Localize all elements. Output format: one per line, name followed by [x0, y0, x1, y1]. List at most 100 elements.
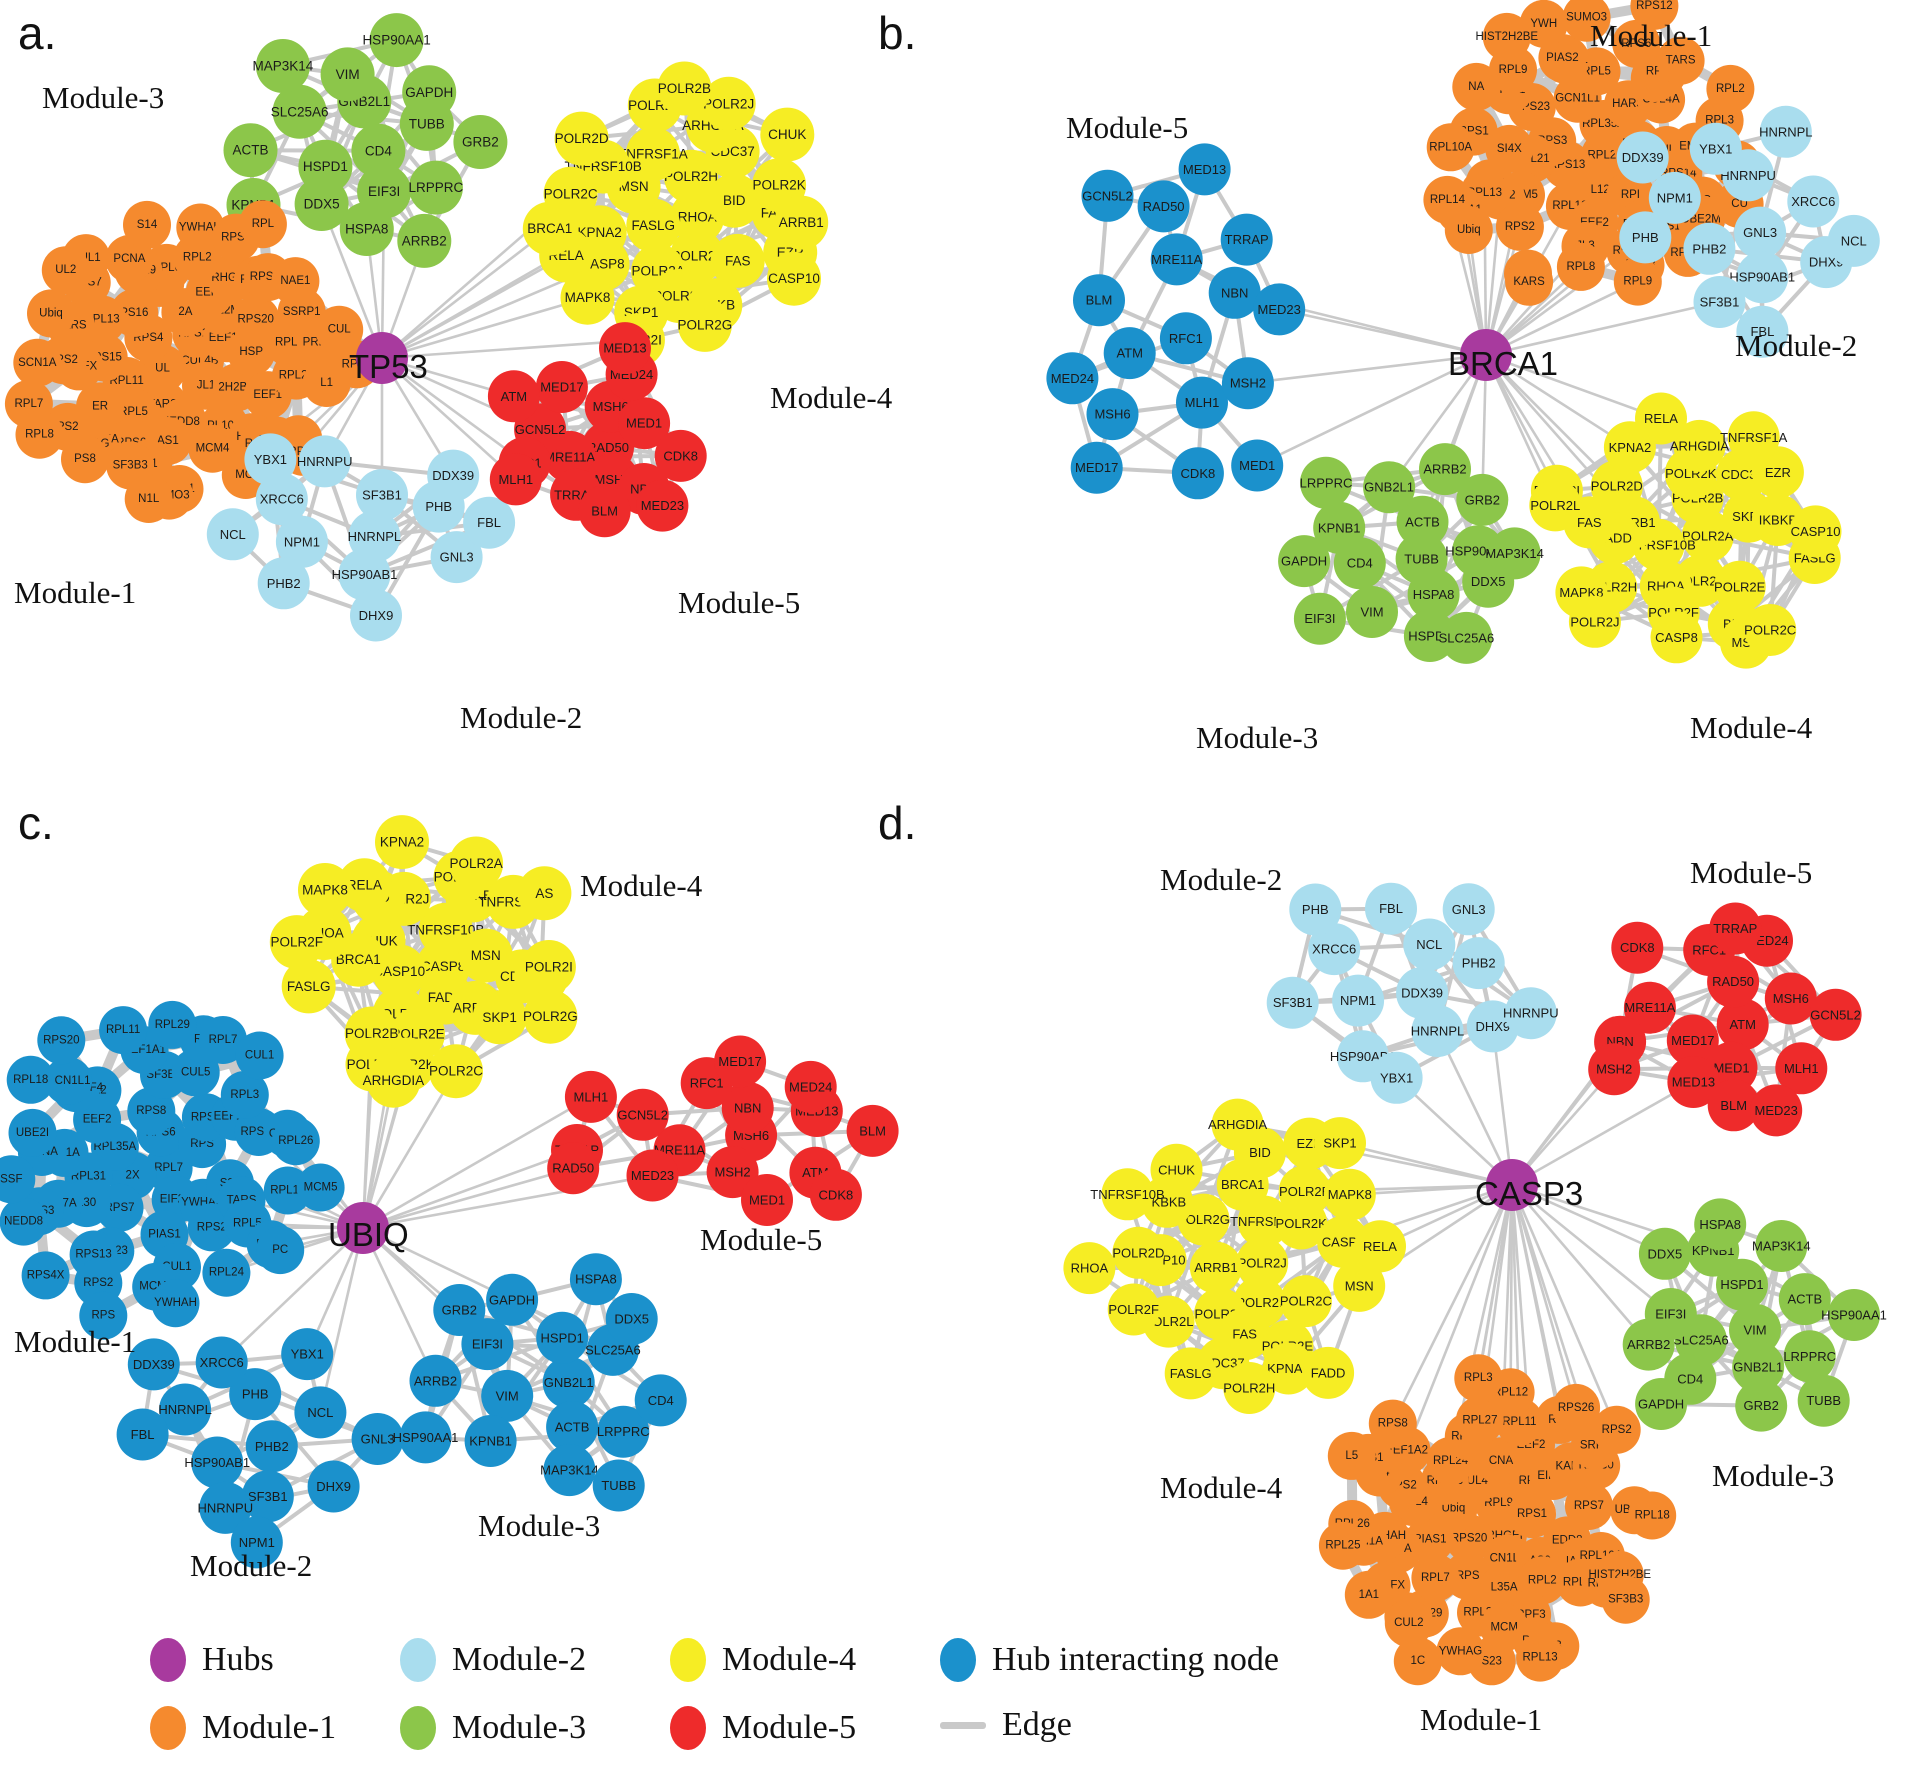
network-node[interactable]: KPNB1	[464, 1415, 517, 1467]
network-node[interactable]: ACTB	[223, 123, 278, 178]
network-node[interactable]: NA	[1452, 62, 1501, 111]
network-node[interactable]: GNL3	[1442, 883, 1495, 936]
hub-node[interactable]	[1486, 1159, 1538, 1211]
network-node[interactable]: CHUK	[1150, 1143, 1203, 1196]
network-node[interactable]: PHB2	[1683, 222, 1736, 275]
network-node[interactable]: RPS2	[1592, 1405, 1641, 1454]
network-node[interactable]: MSH2	[1588, 1043, 1641, 1096]
network-node[interactable]: CDK8	[1611, 921, 1664, 974]
network-node[interactable]: MSH6	[1764, 972, 1817, 1025]
network-node[interactable]: CHUK	[760, 107, 815, 162]
network-node[interactable]: MLH1	[564, 1070, 617, 1123]
network-node[interactable]: MED23	[626, 1149, 679, 1202]
network-node[interactable]: POLR2L	[1529, 479, 1582, 532]
network-node[interactable]: ARRB1	[774, 195, 829, 250]
network-node[interactable]: XRCC6	[1787, 175, 1840, 228]
hub-label-casp3[interactable]: CASP3	[1475, 1175, 1584, 1212]
network-node[interactable]: YWHAG	[1436, 1627, 1485, 1676]
network-node[interactable]: RPL18	[1628, 1491, 1677, 1540]
network-node[interactable]: DHX9	[350, 589, 402, 642]
network-node[interactable]: LRPPRC	[1783, 1330, 1836, 1383]
network-node[interactable]: CDK8	[654, 429, 707, 482]
network-node[interactable]: PHB2	[257, 557, 310, 610]
network-node[interactable]: POLR2D	[1112, 1226, 1164, 1279]
network-node[interactable]: GNB2L1	[1363, 461, 1416, 514]
network-node[interactable]: RPL	[238, 200, 287, 249]
network-node[interactable]: GCN5L2	[616, 1088, 669, 1141]
network-node[interactable]: PC	[256, 1226, 305, 1275]
network-node[interactable]: UL2	[41, 246, 90, 295]
network-node[interactable]: POLR2A	[449, 836, 504, 891]
network-node[interactable]: CDK8	[809, 1168, 862, 1221]
network-node[interactable]: MAP3K14	[253, 39, 314, 93]
network-node[interactable]: POLR2J	[1568, 595, 1621, 648]
network-node[interactable]: TRRAP	[1709, 902, 1762, 955]
network-node[interactable]: RPL18	[6, 1055, 55, 1104]
network-node[interactable]: ATM	[1103, 327, 1156, 380]
network-node[interactable]: DHX9	[307, 1460, 360, 1513]
network-node[interactable]: TUBB	[1797, 1374, 1850, 1427]
network-node[interactable]: RELA	[1354, 1220, 1406, 1273]
network-node[interactable]: RPL8	[1556, 242, 1605, 291]
network-node[interactable]: POLR2H	[1223, 1362, 1275, 1414]
network-node[interactable]: CASP10	[1789, 505, 1842, 558]
network-node[interactable]: MED17	[1070, 441, 1123, 494]
network-node[interactable]: RPL9	[1613, 257, 1662, 306]
network-node[interactable]: DDX5	[1638, 1227, 1691, 1280]
network-node[interactable]: POLR2G	[523, 989, 578, 1044]
network-node[interactable]: VIM	[481, 1369, 534, 1422]
network-node[interactable]: GAPDH	[402, 65, 457, 120]
network-node[interactable]: MED13	[1178, 143, 1231, 196]
network-node[interactable]: RPL2	[1706, 64, 1755, 113]
network-node[interactable]: DDX39	[1616, 131, 1669, 184]
network-node[interactable]: 1A1	[1344, 1570, 1393, 1619]
network-node[interactable]: POLR2G	[678, 297, 733, 352]
network-node[interactable]: CDK8	[1171, 447, 1224, 500]
hub-label-ubiq[interactable]: UBIQ	[328, 1216, 409, 1253]
network-node[interactable]: SCN1A	[13, 338, 62, 387]
network-node[interactable]: MAPK8	[1323, 1168, 1376, 1221]
network-node[interactable]: PHB2	[1452, 937, 1505, 990]
network-node[interactable]: SF3B1	[356, 469, 408, 521]
network-node[interactable]: S14	[123, 200, 171, 249]
network-node[interactable]: MED1	[741, 1174, 793, 1226]
network-node[interactable]: MAP3K14	[540, 1444, 599, 1497]
network-node[interactable]: RPS20	[37, 1016, 86, 1065]
network-node[interactable]: HSPA8	[339, 202, 394, 256]
network-node[interactable]: RPS2	[1495, 202, 1544, 251]
network-node[interactable]: RPL11	[99, 1006, 148, 1055]
network-node[interactable]: FBL	[1365, 882, 1417, 935]
network-node[interactable]: POLR2B	[657, 61, 712, 116]
network-node[interactable]: RPL8	[15, 410, 64, 459]
network-node[interactable]: FASLG	[1164, 1347, 1217, 1400]
network-node[interactable]: MED23	[1750, 1084, 1803, 1137]
network-node[interactable]: FBL	[116, 1408, 169, 1461]
network-node[interactable]: RPL25	[1318, 1521, 1367, 1570]
network-node[interactable]: GAPDH	[486, 1273, 539, 1326]
network-node[interactable]: Ubiq	[27, 289, 75, 338]
network-node[interactable]: RPS4X	[21, 1251, 70, 1300]
network-node[interactable]: KPNA2	[375, 815, 429, 870]
network-node[interactable]: HNRNPL	[1759, 105, 1813, 158]
network-node[interactable]: N1L	[124, 475, 173, 523]
network-node[interactable]: GNL3	[1734, 206, 1787, 259]
network-node[interactable]: POLR2B	[1278, 1165, 1331, 1218]
network-node[interactable]: SKP1	[472, 990, 527, 1045]
network-node[interactable]: YBX1	[1689, 122, 1742, 175]
network-node[interactable]: ARRB1	[1189, 1241, 1242, 1294]
network-node[interactable]: NPM1	[1332, 974, 1385, 1027]
network-node[interactable]: AS	[517, 866, 572, 921]
network-node[interactable]: ATM	[487, 370, 540, 423]
network-node[interactable]: RHOA	[1063, 1242, 1116, 1295]
network-node[interactable]: MCM5	[296, 1163, 345, 1212]
network-node[interactable]: LRPPRC	[409, 160, 464, 215]
hub-node[interactable]	[337, 1202, 389, 1254]
network-node[interactable]: MED17	[535, 361, 588, 413]
network-node[interactable]: RPL10A	[1426, 123, 1475, 172]
network-node[interactable]: GAPDH	[1635, 1378, 1688, 1430]
network-node[interactable]: NCL	[206, 508, 259, 561]
hub-label-tp53[interactable]: TP53	[349, 348, 428, 385]
network-node[interactable]: HSPA8	[1694, 1198, 1747, 1251]
network-node[interactable]: XRCC6	[195, 1336, 248, 1389]
network-node[interactable]: MAPK8	[560, 270, 615, 325]
